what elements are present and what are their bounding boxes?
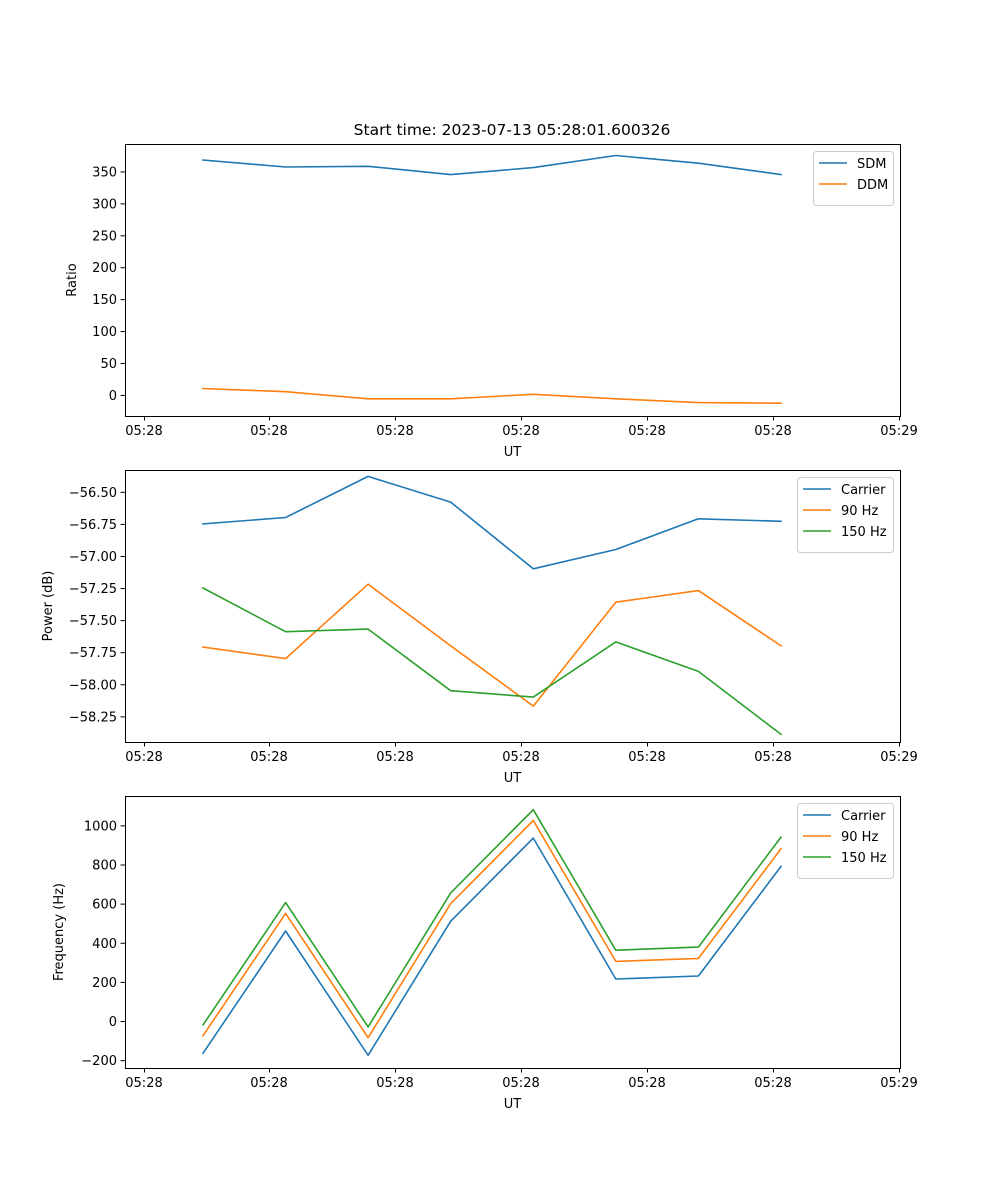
x-tick-label: 05:28 xyxy=(250,1076,287,1091)
y-tick-label: −57.50 xyxy=(69,614,117,629)
y-tick-label: 0 xyxy=(109,1015,117,1030)
x-tick-label: 05:28 xyxy=(754,1076,791,1091)
x-tick-label: 05:28 xyxy=(125,1076,162,1091)
x-tick-label: 05:28 xyxy=(628,1076,665,1091)
y-axis-label: Power (dB) xyxy=(41,571,56,642)
legend-label: 90 Hz xyxy=(841,504,878,519)
power-panel: 05:28 05:28 05:28 05:28 05:28 05:28 05:29 −58.2… xyxy=(41,470,918,786)
legend-box xyxy=(813,151,894,206)
legend-label: 150 Hz xyxy=(841,851,887,866)
x-axis-label: UT xyxy=(504,771,522,786)
ratio-panel: 05:28 05:28 05:28 05:28 05:28 05:28 05:29 0 50 10… xyxy=(65,144,918,460)
y-tick-label: −57.00 xyxy=(69,550,117,565)
y-tick-label: −200 xyxy=(81,1054,117,1069)
x-tick-label: 05:28 xyxy=(754,750,791,765)
legend-label: 150 Hz xyxy=(841,525,887,540)
y-tick-label: 1000 xyxy=(84,819,117,834)
x-tick-label: 05:28 xyxy=(376,750,413,765)
x-tick-label: 05:29 xyxy=(880,750,917,765)
y-tick-label: 200 xyxy=(92,261,117,276)
x-tick-label: 05:28 xyxy=(754,424,791,439)
series-line-150-hz xyxy=(201,808,783,1028)
x-tick-label: 05:28 xyxy=(125,424,162,439)
legend-label: Carrier xyxy=(841,809,886,824)
y-tick-label: 50 xyxy=(100,357,117,372)
series-line-sdm xyxy=(202,154,782,176)
x-tick-label: 05:28 xyxy=(628,750,665,765)
y-tick-label: 300 xyxy=(92,197,117,212)
series-line-90-hz xyxy=(201,819,783,1039)
series-line-carrier xyxy=(201,837,783,1057)
y-tick-label: −56.75 xyxy=(69,518,117,533)
x-tick-label: 05:29 xyxy=(880,424,917,439)
axes-frame xyxy=(125,144,901,417)
series-line-ddm xyxy=(202,387,782,405)
y-tick-label: 200 xyxy=(92,976,117,991)
axes-frame xyxy=(125,796,901,1069)
legend-label: 90 Hz xyxy=(841,830,878,845)
series-line-90-hz xyxy=(202,583,783,707)
y-axis-label: Ratio xyxy=(65,263,80,296)
legend: Carrier 90 Hz 150 Hz xyxy=(797,477,894,553)
y-tick-label: 150 xyxy=(92,293,117,308)
x-axis-label: UT xyxy=(504,445,522,460)
x-tick-label: 05:28 xyxy=(376,1076,413,1091)
y-tick-label: −58.00 xyxy=(69,678,117,693)
legend: SDM DDM xyxy=(813,151,894,206)
y-tick-label: 100 xyxy=(92,325,117,340)
legend: Carrier 90 Hz 150 Hz xyxy=(797,803,894,879)
series-line-carrier xyxy=(202,475,782,570)
legend-label: DDM xyxy=(857,178,888,193)
legend-label: Carrier xyxy=(841,483,886,498)
y-tick-label: −57.75 xyxy=(69,646,117,661)
x-tick-label: 05:28 xyxy=(250,750,287,765)
y-tick-label: 350 xyxy=(92,165,117,180)
x-tick-label: 05:28 xyxy=(502,1076,539,1091)
frequency-panel: 05:28 05:28 05:28 05:28 05:28 05:28 05:29 −200 0… xyxy=(52,796,918,1112)
x-tick-label: 05:28 xyxy=(250,424,287,439)
y-tick-label: 600 xyxy=(92,898,117,913)
figure-title: Start time: 2023-07-13 05:28:01.600326 xyxy=(354,121,671,139)
legend-box xyxy=(797,477,894,553)
x-tick-label: 05:28 xyxy=(502,750,539,765)
y-tick-label: −57.25 xyxy=(69,582,117,597)
x-tick-label: 05:28 xyxy=(628,424,665,439)
y-tick-label: 250 xyxy=(92,229,117,244)
x-tick-label: 05:28 xyxy=(376,424,413,439)
y-axis-label: Frequency (Hz) xyxy=(52,883,67,981)
y-tick-label: 400 xyxy=(92,937,117,952)
x-axis-label: UT xyxy=(504,1097,522,1112)
y-tick-label: −58.25 xyxy=(69,710,117,725)
x-tick-label: 05:28 xyxy=(502,424,539,439)
x-tick-label: 05:28 xyxy=(125,750,162,765)
axes-frame xyxy=(125,470,901,743)
y-tick-label: 0 xyxy=(109,389,117,404)
series-line-150-hz xyxy=(201,586,783,736)
y-tick-label: 800 xyxy=(92,858,117,873)
x-tick-label: 05:29 xyxy=(880,1076,917,1091)
y-tick-label: −56.50 xyxy=(69,486,117,501)
legend-box xyxy=(797,803,894,879)
legend-label: SDM xyxy=(857,157,886,172)
